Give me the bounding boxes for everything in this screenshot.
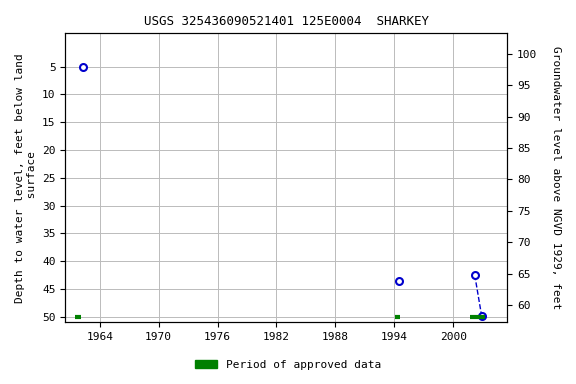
Y-axis label: Depth to water level, feet below land
 surface: Depth to water level, feet below land su… <box>15 53 37 303</box>
Legend: Period of approved data: Period of approved data <box>191 356 385 375</box>
Y-axis label: Groundwater level above NGVD 1929, feet: Groundwater level above NGVD 1929, feet <box>551 46 561 310</box>
Title: USGS 325436090521401 125E0004  SHARKEY: USGS 325436090521401 125E0004 SHARKEY <box>144 15 429 28</box>
